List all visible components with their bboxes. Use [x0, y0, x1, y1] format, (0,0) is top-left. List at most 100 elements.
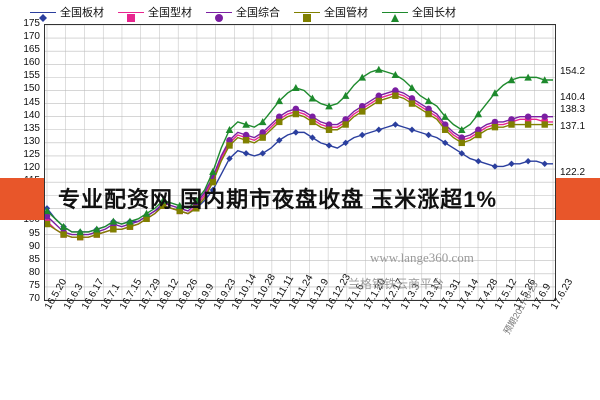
series-point — [342, 121, 349, 128]
series-point — [259, 150, 266, 157]
legend-marker-square-icon — [303, 9, 311, 22]
y-tick-label: 160 — [23, 57, 40, 69]
series-point — [474, 110, 483, 118]
series-point — [76, 228, 84, 236]
series-point — [292, 129, 300, 136]
series-point — [45, 220, 51, 228]
series-point — [225, 125, 234, 133]
series-point — [126, 223, 134, 230]
y-tick-label: 175 — [23, 18, 40, 29]
y-tick-label: 145 — [23, 96, 40, 108]
plot-svg — [45, 25, 555, 300]
series-point — [408, 84, 416, 92]
series-point — [408, 95, 416, 102]
series-point — [359, 102, 366, 110]
series-point — [325, 121, 333, 128]
y-tick-label: 135 — [23, 122, 40, 134]
y-tick-label: 165 — [23, 44, 40, 56]
series-point — [408, 126, 416, 133]
series-point — [508, 116, 515, 123]
series-point — [458, 134, 465, 141]
series-point — [126, 217, 134, 225]
legend-label: 全国型材 — [148, 7, 192, 19]
series-end-label: 137.1 — [560, 121, 586, 132]
series-point — [524, 73, 532, 81]
series-point — [92, 225, 101, 233]
series-point — [142, 209, 151, 217]
series-point — [475, 126, 482, 133]
series-point — [259, 129, 266, 136]
series-point — [242, 137, 250, 144]
series-point — [176, 207, 183, 215]
series-point — [358, 73, 367, 81]
series-point — [541, 113, 548, 120]
watermark-platform: 兰格钢铁云商平台 — [348, 277, 445, 291]
series-end-label: 138.3 — [560, 104, 586, 115]
plot-area — [44, 24, 556, 301]
legend-item[interactable]: 全国型材 — [118, 4, 192, 22]
headline-left-accent — [0, 178, 44, 220]
series-point — [508, 121, 515, 128]
series-point — [209, 178, 217, 186]
series-point — [375, 65, 383, 73]
y-tick-label: 75 — [28, 279, 40, 291]
series-end-label: 122.2 — [560, 167, 586, 178]
series-point — [259, 134, 266, 141]
series-point — [375, 92, 383, 99]
series-point — [475, 131, 482, 139]
series-point — [193, 205, 200, 212]
series-point — [541, 121, 548, 128]
series-point — [325, 142, 333, 149]
series-point — [226, 155, 233, 162]
legend-item[interactable]: 全国板材 — [30, 4, 104, 22]
series-point — [258, 118, 267, 126]
series-point — [159, 196, 167, 204]
series-point — [192, 196, 201, 204]
y-tick-label: 120 — [23, 162, 40, 174]
series-point — [524, 121, 532, 128]
legend-label: 全国长材 — [412, 7, 456, 19]
legend-item[interactable]: 全国综合 — [206, 4, 280, 22]
series-point — [458, 150, 465, 157]
series-point — [45, 212, 51, 220]
series-point — [408, 100, 416, 107]
y-tick-label: 80 — [28, 266, 40, 278]
legend-item[interactable]: 全国长材 — [382, 4, 456, 22]
series-point — [441, 121, 449, 128]
legend-swatch — [206, 11, 232, 22]
legend-swatch — [118, 11, 144, 22]
y-tick-label: 170 — [23, 31, 40, 43]
y-tick-label: 140 — [23, 109, 40, 121]
series-point — [458, 139, 465, 147]
series-point — [308, 94, 317, 102]
series-point — [491, 123, 499, 131]
series-point — [341, 91, 350, 99]
legend-swatch — [294, 11, 320, 22]
series-point — [292, 84, 300, 92]
series-point — [276, 118, 283, 126]
legend-marker-circle-icon — [215, 9, 223, 22]
series-point — [424, 97, 433, 105]
series-point — [209, 186, 217, 194]
legend-item[interactable]: 全国管材 — [294, 4, 368, 22]
series-point — [309, 113, 316, 120]
series-point — [392, 92, 399, 99]
series-point — [242, 150, 250, 157]
series-point — [59, 222, 68, 230]
y-tick-label: 125 — [23, 148, 40, 160]
series-point — [491, 118, 499, 126]
series-point — [93, 231, 100, 238]
series-point — [242, 120, 250, 128]
legend-swatch — [382, 11, 408, 22]
series-point — [392, 87, 399, 94]
series-point — [242, 131, 250, 139]
series-point — [76, 233, 84, 241]
series-point — [392, 121, 399, 128]
legend-marker-square-icon — [127, 9, 135, 22]
series-point — [391, 70, 400, 78]
series-point — [45, 207, 51, 215]
series-end-label: 140.4 — [560, 92, 586, 103]
series-line — [46, 123, 553, 233]
series-point — [325, 126, 333, 133]
